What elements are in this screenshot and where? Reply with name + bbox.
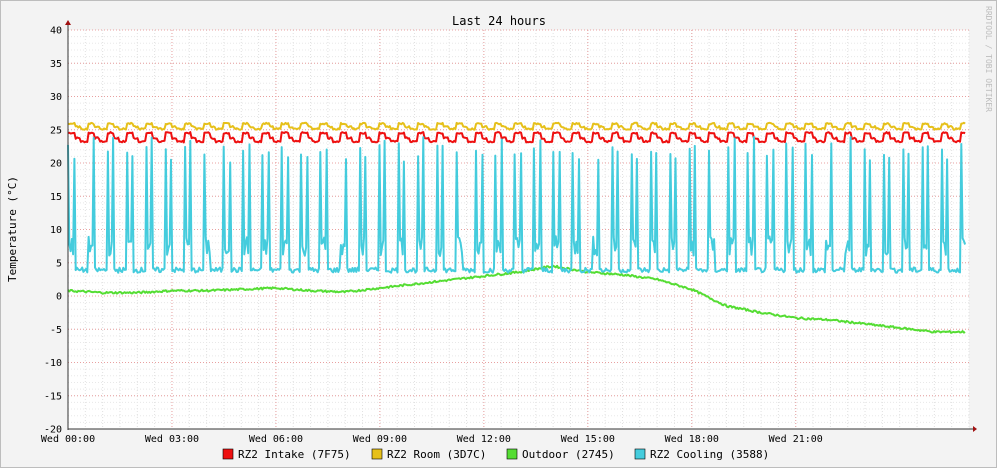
y-tick-label: -5 <box>50 325 62 336</box>
x-tick-label: Wed 21:00 <box>769 434 823 445</box>
y-tick-label: 15 <box>50 192 62 203</box>
y-tick-label: 25 <box>50 125 62 136</box>
y-tick-label: -20 <box>44 425 62 436</box>
series-layer <box>67 121 967 334</box>
y-tick-label: 0 <box>56 292 62 303</box>
y-axis-label: Temperature (°C) <box>6 176 19 282</box>
y-axis-arrow <box>65 20 71 25</box>
series-line <box>67 136 967 274</box>
y-tick-label: -10 <box>44 358 62 369</box>
legend-swatch <box>506 448 518 460</box>
legend-label: RZ2 Room (3D7C) <box>387 448 486 461</box>
x-tick-label: Wed 15:00 <box>561 434 615 445</box>
x-tick-label: Wed 03:00 <box>145 434 199 445</box>
x-tick-label: Wed 18:00 <box>665 434 719 445</box>
x-tick-label: Wed 06:00 <box>249 434 303 445</box>
y-tick-label: -15 <box>44 391 62 402</box>
legend-swatch <box>634 448 646 460</box>
y-tick-label: 40 <box>50 26 62 37</box>
legend-label: Outdoor (2745) <box>522 448 615 461</box>
series-line <box>67 131 966 144</box>
x-tick-label: Wed 12:00 <box>457 434 511 445</box>
watermark: RRDTOOL / TOBI OETIKER <box>984 6 993 112</box>
y-tick-label: 35 <box>50 59 62 70</box>
legend-swatch <box>222 448 234 460</box>
x-tick-label: Wed 00:00 <box>41 434 95 445</box>
x-axis-arrow <box>973 426 977 432</box>
y-tick-label: 10 <box>50 225 62 236</box>
legend-label: RZ2 Intake (7F75) <box>238 448 351 461</box>
legend-label: RZ2 Cooling (3588) <box>650 448 769 461</box>
y-tick-label: 20 <box>50 159 62 170</box>
legend-swatch <box>371 448 383 460</box>
series-line <box>67 264 966 334</box>
chart-title: Last 24 hours <box>452 14 546 28</box>
series-line <box>67 121 966 131</box>
legend: RZ2 Intake (7F75) RZ2 Room (3D7C) Outdoor … <box>222 448 769 461</box>
x-tick-label: Wed 09:00 <box>353 434 407 445</box>
y-tick-label: 30 <box>50 92 62 103</box>
y-tick-label: 5 <box>56 258 62 269</box>
